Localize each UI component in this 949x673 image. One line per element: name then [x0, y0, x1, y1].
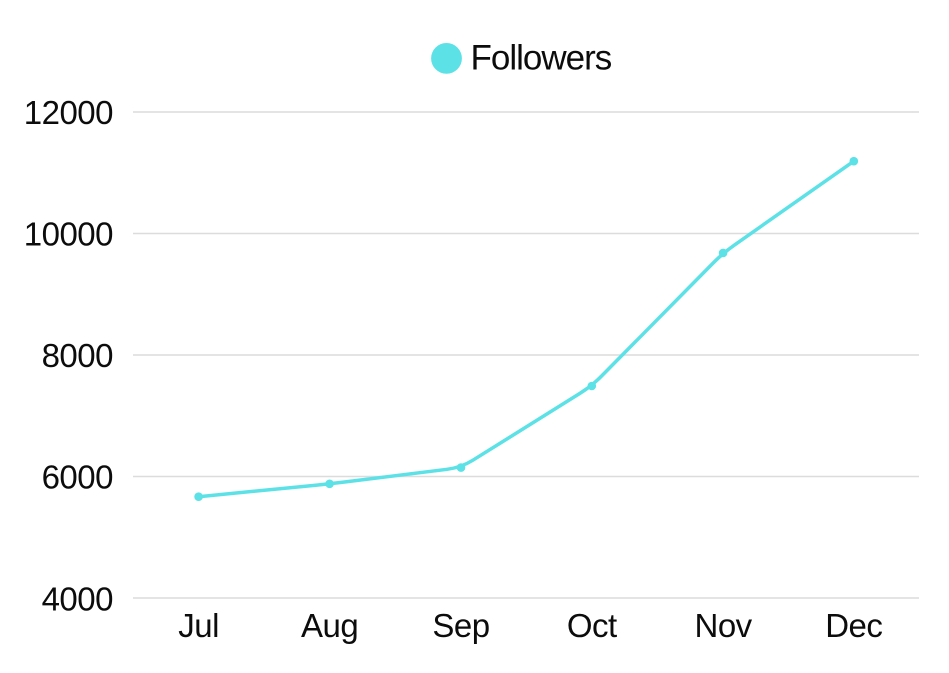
- svg-text:12000: 12000: [24, 94, 113, 131]
- svg-text:4000: 4000: [42, 581, 114, 618]
- svg-text:8000: 8000: [42, 337, 114, 374]
- svg-text:10000: 10000: [24, 216, 113, 253]
- svg-text:Aug: Aug: [301, 607, 358, 644]
- svg-text:Sep: Sep: [432, 607, 489, 644]
- svg-text:Oct: Oct: [567, 607, 617, 644]
- svg-text:Jul: Jul: [178, 607, 219, 644]
- svg-text:6000: 6000: [42, 459, 114, 496]
- svg-text:Nov: Nov: [695, 607, 753, 644]
- svg-text:Dec: Dec: [825, 607, 882, 644]
- svg-text:Followers: Followers: [471, 39, 612, 78]
